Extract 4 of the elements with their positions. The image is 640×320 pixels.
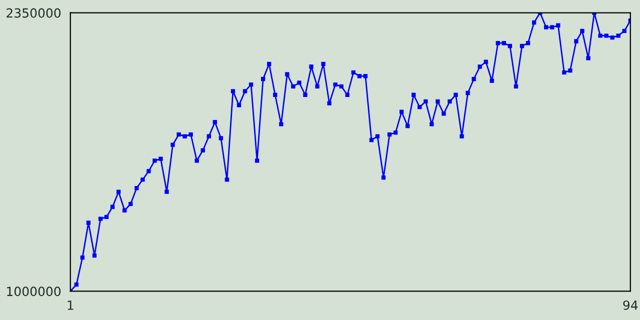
y-tick-label: 1000000 — [7, 286, 61, 296]
y-tick-label: 2350000 — [6, 8, 61, 18]
x-tick-label: 1 — [68, 300, 74, 310]
x-tick-label: 94 — [623, 300, 638, 310]
